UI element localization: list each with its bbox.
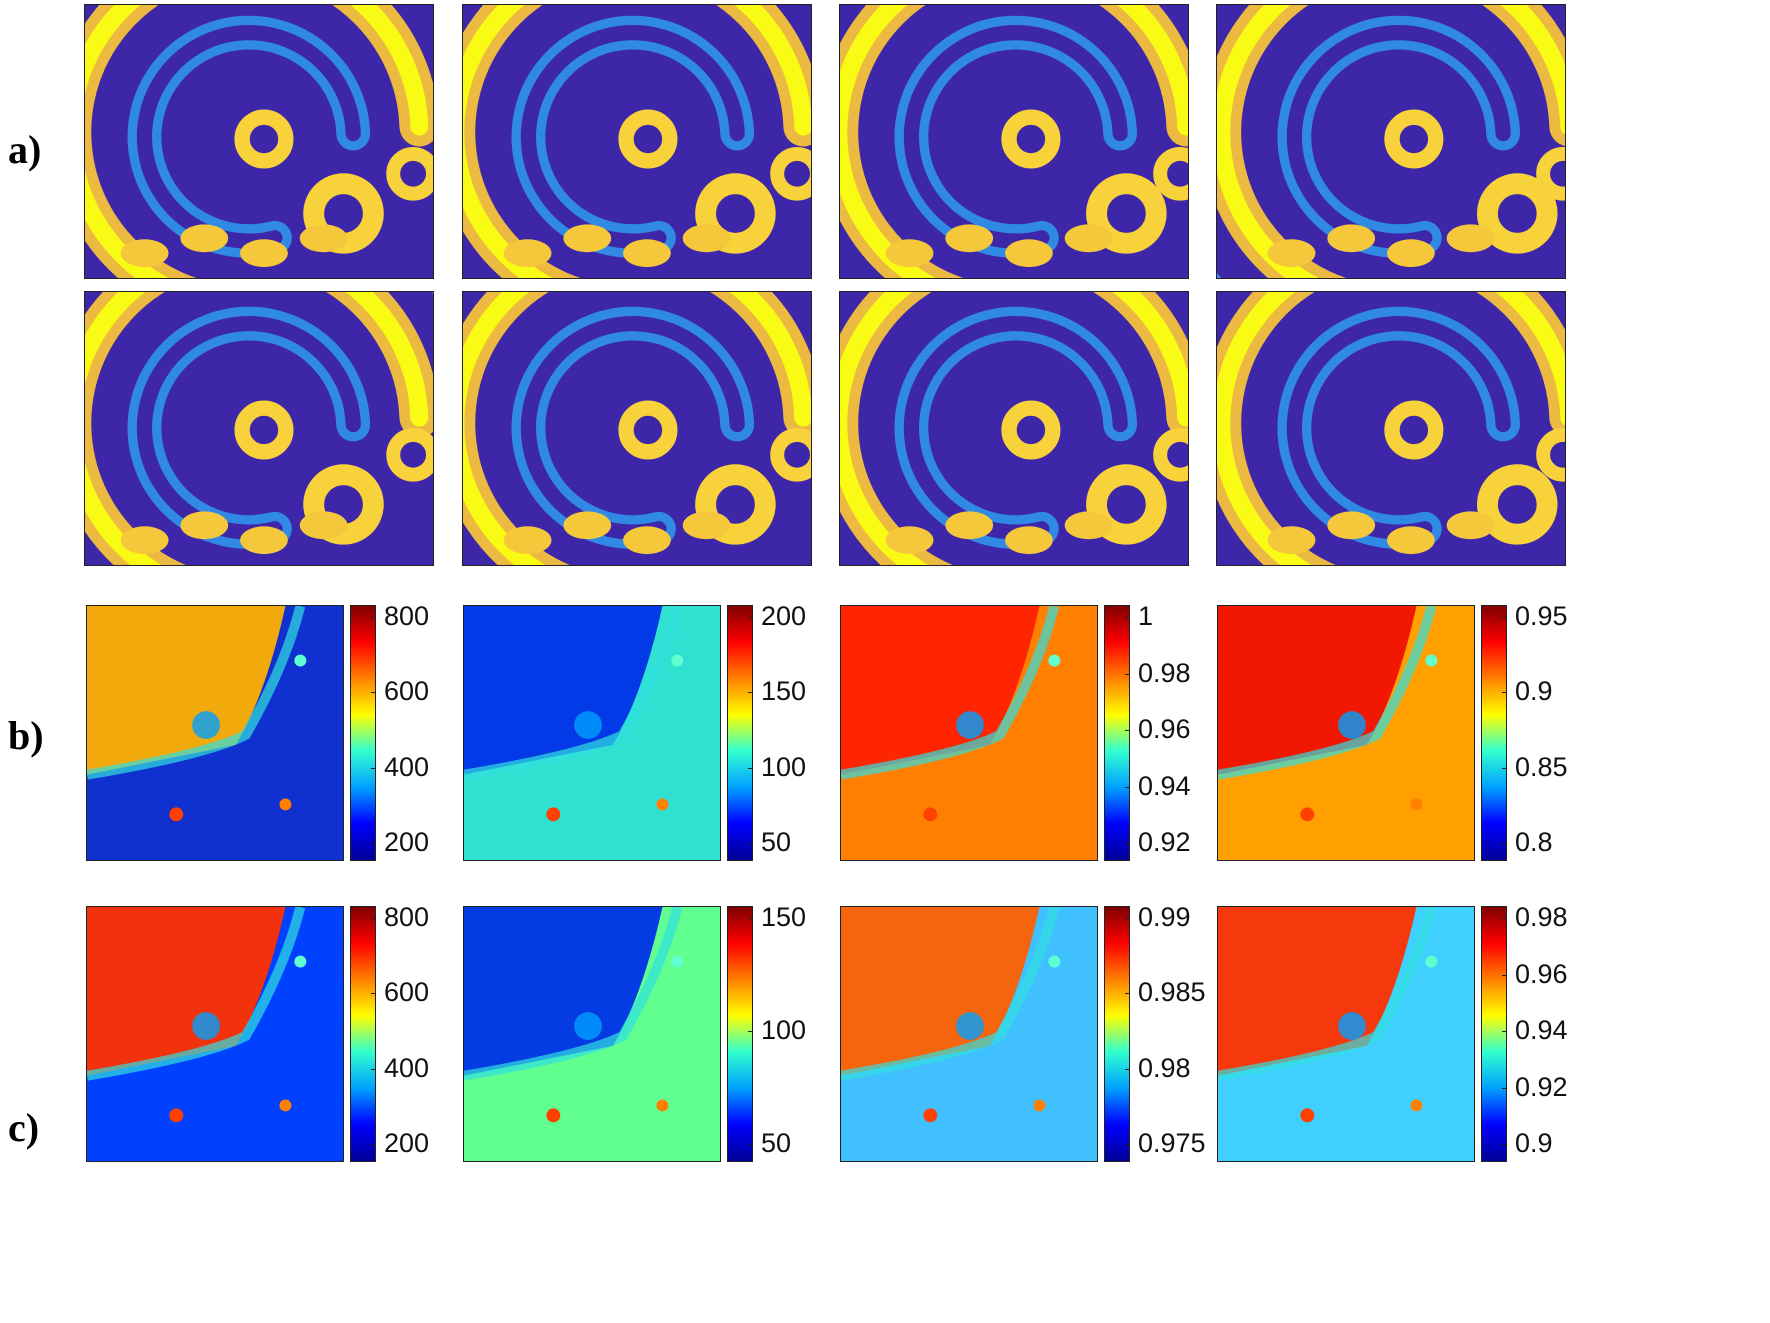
colorbar-tick-label: 0.9 <box>1515 676 1553 707</box>
colorbar-tick-label: 800 <box>384 902 430 932</box>
colorbar-tick-label: 0.99 <box>1138 902 1191 932</box>
colorbar-tick-label: 200 <box>384 827 430 857</box>
colorbar-tick-mark <box>748 767 753 769</box>
heatmap-panel <box>86 605 344 861</box>
colorbar <box>1481 906 1507 1162</box>
colorbar-tick-mark <box>1502 692 1507 694</box>
colorbar <box>1481 605 1507 861</box>
colorbar-tick-label: 0.94 <box>1515 1015 1568 1045</box>
colorbar-tick-mark <box>1502 918 1507 919</box>
colorbar <box>727 605 753 861</box>
colorbar-tick-label: 0.98 <box>1138 1052 1191 1083</box>
colorbar-tick-label: 400 <box>384 1052 430 1083</box>
colorbar-tick-mark <box>748 1144 753 1145</box>
colorbar-tick-label: 800 <box>384 601 430 631</box>
colorbar <box>727 906 753 1162</box>
colorbar-tick-mark <box>748 1031 753 1032</box>
colorbar-tick-mark <box>371 993 376 995</box>
colorbar-tick-mark <box>1125 673 1130 675</box>
heatmap-panel <box>86 906 344 1162</box>
spiral-panel <box>839 291 1189 566</box>
row-label-a: a) <box>8 127 42 172</box>
colorbar-tick-label: 0.9 <box>1515 1128 1553 1158</box>
spiral-panel <box>839 4 1189 279</box>
colorbar-tick-mark <box>1502 974 1507 976</box>
colorbar-tick-label: 150 <box>761 676 807 707</box>
colorbar <box>350 906 376 1162</box>
colorbar-tick-mark <box>1502 767 1507 769</box>
colorbar-tick-mark <box>371 767 376 769</box>
colorbar-tick-label: 0.98 <box>1138 657 1191 688</box>
colorbar-tick-mark <box>1125 1144 1130 1145</box>
colorbar-tick-label: 0.92 <box>1138 827 1191 857</box>
colorbar-tick-label: 100 <box>761 751 807 782</box>
colorbar-tick-mark <box>1502 1087 1507 1089</box>
row-label-b: b) <box>8 713 44 758</box>
colorbar-tick-mark <box>748 843 753 844</box>
colorbar-tick-label: 600 <box>384 676 430 707</box>
colorbar-tick-label: 0.96 <box>1515 958 1568 989</box>
colorbar-tick-label: 1 <box>1138 601 1154 631</box>
colorbar-tick-mark <box>1125 1068 1130 1070</box>
colorbar-tick-mark <box>1125 617 1130 618</box>
colorbar-tick-label: 0.95 <box>1515 601 1568 631</box>
colorbar-tick-label: 50 <box>761 1128 792 1158</box>
colorbar-tick-label: 0.92 <box>1515 1071 1568 1102</box>
colorbar-tick-label: 0.85 <box>1515 751 1568 782</box>
heatmap-panel <box>463 906 721 1162</box>
colorbar-tick-mark <box>1502 1031 1507 1032</box>
heatmap-panel <box>463 605 721 861</box>
colorbar-tick-mark <box>1502 843 1507 844</box>
colorbar-tick-label: 50 <box>761 827 792 857</box>
colorbar-tick-label: 0.975 <box>1138 1128 1206 1158</box>
spiral-panel <box>84 4 434 279</box>
colorbar-tick-label: 150 <box>761 902 807 932</box>
colorbar <box>350 605 376 861</box>
colorbar-tick-mark <box>371 1144 376 1145</box>
heatmap-panel <box>1217 605 1475 861</box>
colorbar-tick-mark <box>1502 617 1507 618</box>
spiral-panel <box>84 291 434 566</box>
colorbar-tick-label: 0.96 <box>1138 714 1191 744</box>
colorbar-tick-mark <box>1125 786 1130 788</box>
colorbar-tick-mark <box>1125 843 1130 844</box>
colorbar-tick-label: 0.985 <box>1138 977 1206 1008</box>
colorbar-tick-mark <box>1125 993 1130 995</box>
colorbar-tick-label: 200 <box>761 601 807 631</box>
spiral-panel <box>462 291 812 566</box>
row-label-c: c) <box>8 1105 40 1150</box>
colorbar-tick-mark <box>371 918 376 919</box>
heatmap-panel <box>840 906 1098 1162</box>
spiral-panel <box>1216 291 1566 566</box>
colorbar-tick-label: 0.98 <box>1515 902 1568 932</box>
colorbar-tick-mark <box>371 692 376 694</box>
colorbar-tick-mark <box>371 617 376 618</box>
spiral-panel <box>462 4 812 279</box>
colorbar-tick-mark <box>1125 730 1130 731</box>
colorbar-tick-label: 0.94 <box>1138 770 1191 801</box>
colorbar <box>1104 605 1130 861</box>
colorbar-tick-label: 100 <box>761 1015 807 1045</box>
spiral-panel <box>1216 4 1566 279</box>
colorbar-tick-label: 0.8 <box>1515 827 1553 857</box>
colorbar-tick-mark <box>371 843 376 844</box>
colorbar-tick-mark <box>748 617 753 618</box>
colorbar-tick-mark <box>748 918 753 919</box>
heatmap-panel <box>1217 906 1475 1162</box>
colorbar-tick-label: 200 <box>384 1128 430 1158</box>
colorbar-tick-mark <box>371 1068 376 1070</box>
colorbar-tick-mark <box>748 692 753 694</box>
colorbar-tick-label: 600 <box>384 977 430 1008</box>
colorbar-tick-mark <box>1502 1144 1507 1145</box>
colorbar-tick-mark <box>1125 918 1130 919</box>
colorbar-tick-label: 400 <box>384 751 430 782</box>
heatmap-panel <box>840 605 1098 861</box>
colorbar <box>1104 906 1130 1162</box>
